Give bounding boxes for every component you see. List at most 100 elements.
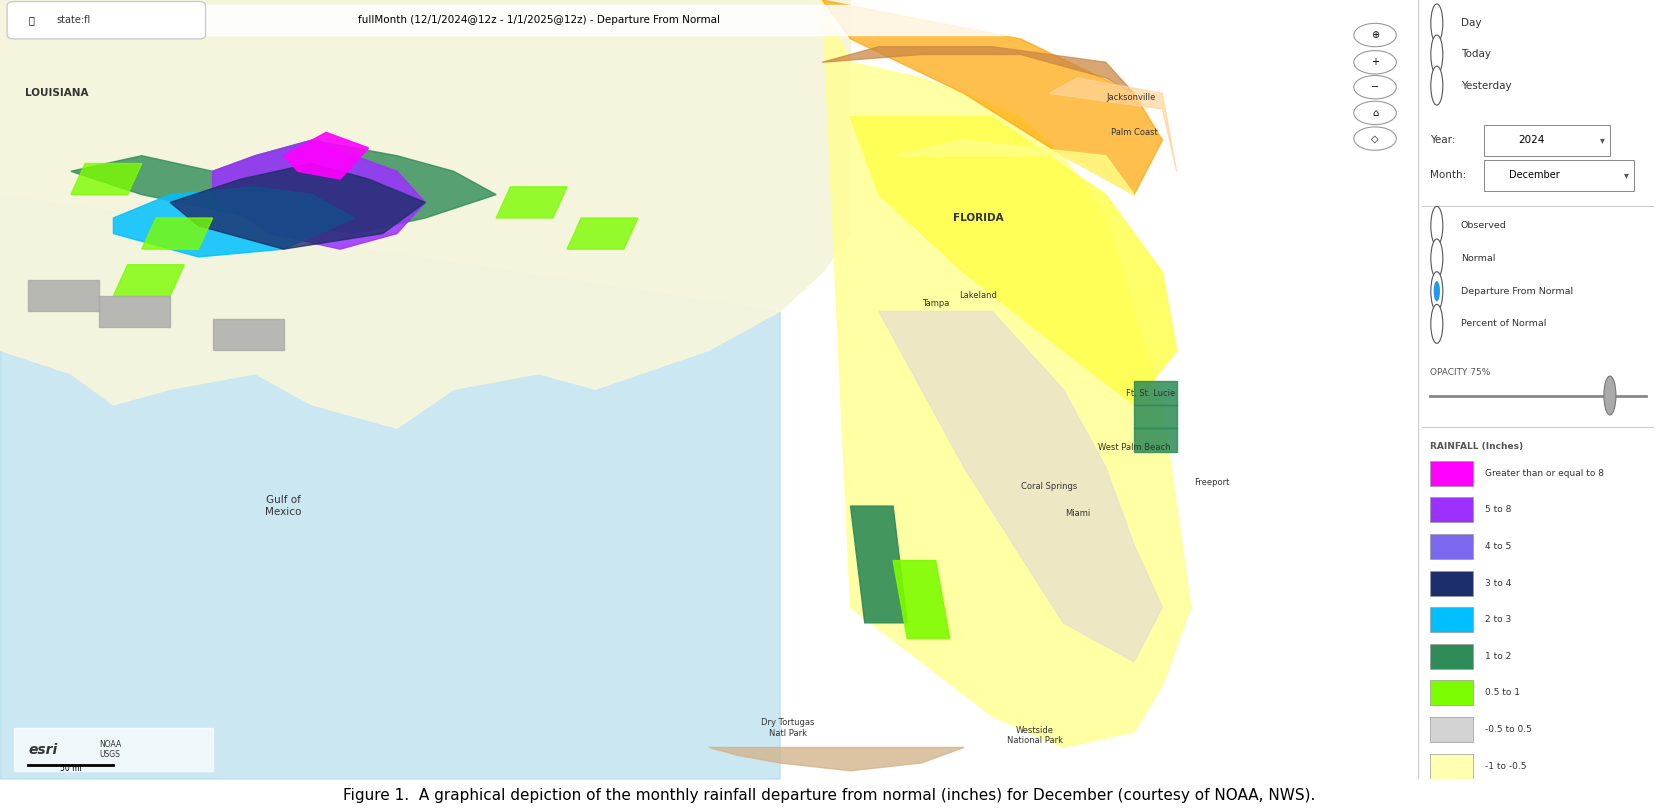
Text: Month:: Month: — [1428, 170, 1465, 180]
Polygon shape — [1049, 78, 1176, 171]
Polygon shape — [0, 0, 850, 428]
Text: ▾: ▾ — [1624, 170, 1629, 180]
FancyBboxPatch shape — [7, 2, 205, 39]
Text: 5 to 8: 5 to 8 — [1485, 505, 1511, 514]
Polygon shape — [71, 164, 143, 195]
Text: −: − — [1370, 82, 1379, 92]
Text: ◇: ◇ — [1370, 134, 1379, 144]
Text: -1 to -0.5: -1 to -0.5 — [1485, 762, 1526, 770]
Text: ⌂: ⌂ — [1370, 108, 1377, 118]
Text: 50 mi: 50 mi — [60, 764, 81, 773]
FancyBboxPatch shape — [28, 6, 1049, 35]
Text: Freeport: Freeport — [1193, 478, 1229, 487]
Polygon shape — [99, 296, 171, 327]
Polygon shape — [893, 140, 1133, 195]
Polygon shape — [822, 0, 1162, 195]
Polygon shape — [708, 748, 963, 770]
Text: Today: Today — [1460, 49, 1490, 59]
Polygon shape — [171, 164, 424, 249]
Text: ▾: ▾ — [1599, 135, 1604, 145]
Text: Coral Springs: Coral Springs — [1021, 482, 1077, 491]
Polygon shape — [143, 218, 212, 249]
Polygon shape — [283, 132, 368, 179]
Text: Year:: Year: — [1428, 135, 1455, 145]
FancyBboxPatch shape — [15, 728, 212, 770]
Polygon shape — [28, 281, 99, 311]
Text: Gulf of
Mexico: Gulf of Mexico — [265, 496, 302, 517]
Text: RAINFALL (Inches): RAINFALL (Inches) — [1428, 442, 1521, 451]
Bar — [1428, 680, 1471, 706]
Polygon shape — [850, 117, 1176, 405]
Text: esri: esri — [28, 743, 58, 757]
Circle shape — [1430, 272, 1442, 311]
Text: Lakeland: Lakeland — [959, 291, 996, 300]
Circle shape — [1430, 35, 1442, 74]
Text: Normal: Normal — [1460, 254, 1495, 263]
Text: 2024: 2024 — [1518, 135, 1544, 145]
Bar — [1428, 644, 1471, 669]
Text: Observed: Observed — [1460, 221, 1506, 230]
FancyBboxPatch shape — [1483, 125, 1609, 156]
Text: -0.5 to 0.5: -0.5 to 0.5 — [1485, 725, 1531, 734]
Text: Jacksonville: Jacksonville — [1105, 92, 1155, 102]
Polygon shape — [850, 506, 906, 623]
Circle shape — [1354, 50, 1395, 74]
Circle shape — [1430, 239, 1442, 278]
Circle shape — [1354, 127, 1395, 150]
Circle shape — [1602, 376, 1616, 415]
Text: FLORIDA: FLORIDA — [953, 213, 1002, 223]
Text: Ft. St. Lucie: Ft. St. Lucie — [1125, 388, 1175, 397]
Circle shape — [1433, 281, 1438, 302]
Polygon shape — [1133, 381, 1176, 405]
Text: NOAA
USGS: NOAA USGS — [99, 740, 121, 759]
Circle shape — [1430, 304, 1442, 343]
Text: Yesterday: Yesterday — [1460, 80, 1511, 91]
Bar — [1428, 534, 1471, 559]
Text: Figure 1.  A graphical depiction of the monthly rainfall departure from normal (: Figure 1. A graphical depiction of the m… — [343, 788, 1314, 803]
Text: fullMonth (12/1/2024@12z - 1/1/2025@12z) - Departure From Normal: fullMonth (12/1/2024@12z - 1/1/2025@12z)… — [358, 15, 719, 25]
Text: 1 to 2: 1 to 2 — [1485, 652, 1510, 661]
Text: Tampa: Tampa — [921, 299, 949, 308]
Bar — [1428, 571, 1471, 595]
Circle shape — [1430, 4, 1442, 43]
Text: Percent of Normal: Percent of Normal — [1460, 320, 1546, 328]
Bar — [1428, 607, 1471, 633]
Polygon shape — [878, 311, 1162, 662]
Circle shape — [1354, 75, 1395, 99]
Text: Dry Tortugas
Natl Park: Dry Tortugas Natl Park — [761, 719, 814, 738]
Polygon shape — [1133, 428, 1176, 452]
Text: state:fl: state:fl — [56, 15, 91, 25]
Text: 🔍: 🔍 — [28, 15, 35, 25]
Polygon shape — [495, 187, 567, 218]
Text: 2 to 3: 2 to 3 — [1485, 616, 1510, 624]
Text: Departure From Normal: Departure From Normal — [1460, 286, 1572, 296]
Text: 0.5 to 1: 0.5 to 1 — [1485, 689, 1519, 697]
Polygon shape — [212, 140, 424, 249]
Text: LOUISIANA: LOUISIANA — [25, 88, 88, 98]
Circle shape — [1354, 24, 1395, 47]
Polygon shape — [822, 0, 1190, 748]
Polygon shape — [1133, 405, 1176, 428]
Bar — [1428, 717, 1471, 742]
Polygon shape — [113, 264, 184, 296]
Text: Westside
National Park: Westside National Park — [1006, 726, 1062, 745]
Polygon shape — [113, 187, 355, 257]
Polygon shape — [71, 140, 495, 234]
Bar — [1428, 461, 1471, 486]
Text: 4 to 5: 4 to 5 — [1485, 542, 1510, 551]
Text: Palm Coast: Palm Coast — [1110, 128, 1157, 137]
Text: +: + — [1370, 58, 1379, 67]
Polygon shape — [212, 320, 283, 350]
Circle shape — [1430, 206, 1442, 245]
Bar — [1428, 753, 1471, 779]
Text: December: December — [1508, 170, 1559, 180]
Text: Day: Day — [1460, 19, 1480, 28]
Text: ⊕: ⊕ — [1370, 30, 1379, 40]
Text: West Palm Beach: West Palm Beach — [1097, 443, 1170, 453]
Text: Miami: Miami — [1064, 509, 1089, 518]
Bar — [1428, 497, 1471, 522]
Polygon shape — [567, 218, 638, 249]
FancyBboxPatch shape — [1483, 160, 1634, 191]
Circle shape — [1354, 101, 1395, 125]
Text: 3 to 4: 3 to 4 — [1485, 578, 1510, 588]
